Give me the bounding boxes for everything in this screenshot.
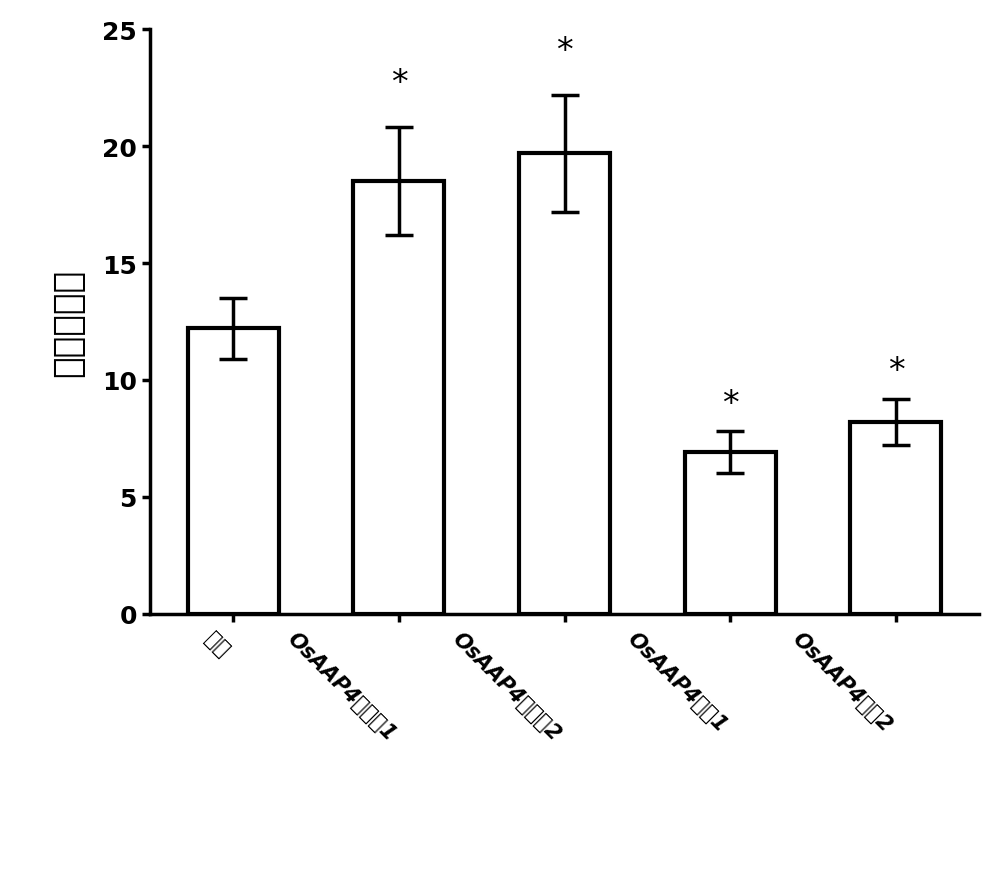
Text: *: * [888,354,904,388]
Text: OsAAP4超表达2: OsAAP4超表达2 [449,628,565,744]
Bar [850,423,941,614]
Text: OsAAP4干扰2: OsAAP4干扰2 [789,628,896,735]
Bar [519,154,610,614]
Text: *: * [556,35,573,68]
Text: *: * [722,387,739,420]
Text: OsAAP4超表达1: OsAAP4超表达1 [283,628,399,744]
Bar [188,329,279,614]
Text: OsAAP4干扰1: OsAAP4干扰1 [623,628,730,735]
Bar [685,453,776,614]
Y-axis label: 水稻分蘖数: 水稻分蘖数 [51,268,85,376]
Text: *: * [391,68,407,100]
Text: 对照: 对照 [201,628,233,660]
Bar [353,182,444,614]
